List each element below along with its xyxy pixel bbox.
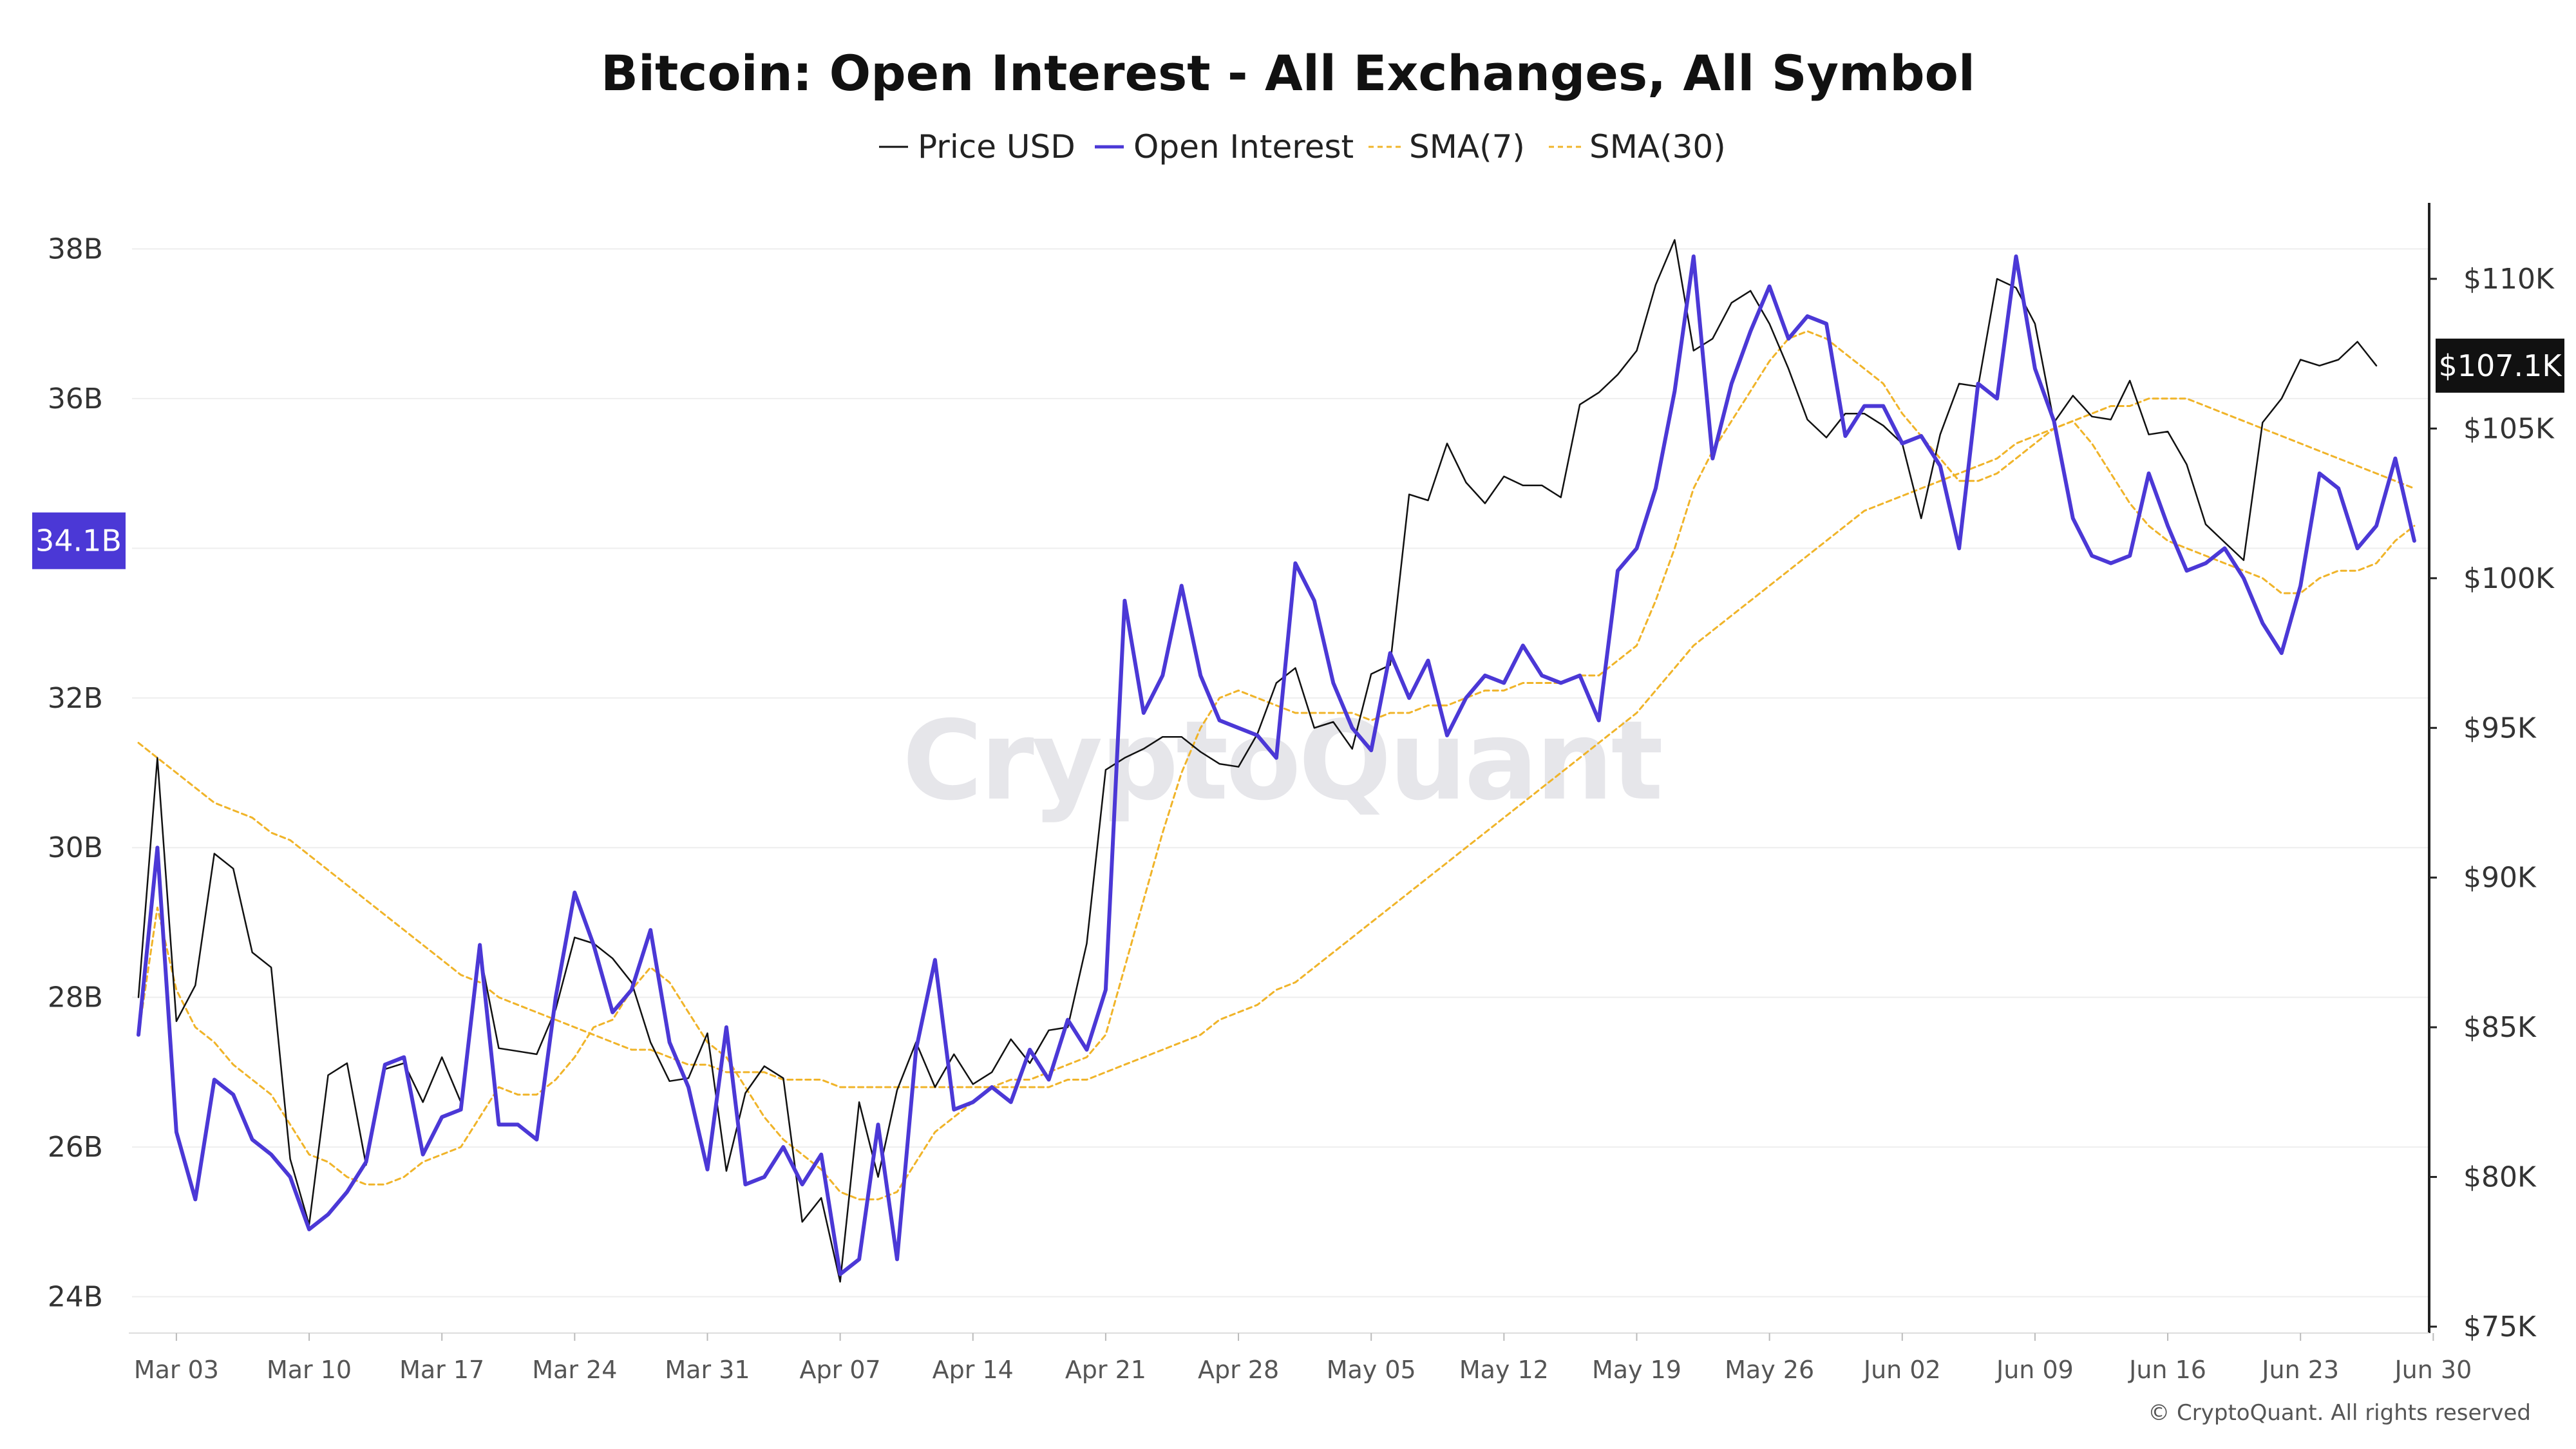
legend-item-open-interest[interactable]: Open Interest [1095, 128, 1354, 166]
legend-item-sma7[interactable]: SMA(7) [1368, 128, 1525, 166]
x-tick-label: Mar 31 [665, 1356, 750, 1384]
x-tick-label: Mar 17 [399, 1356, 484, 1384]
x-tick-label: Mar 03 [134, 1356, 219, 1384]
x-tick-label: May 26 [1725, 1356, 1814, 1384]
y-right-tick-label: $75K [2463, 1311, 2537, 1343]
y-left-tick-label: 38B [48, 232, 103, 265]
x-tick-label: Jun 02 [1862, 1356, 1941, 1384]
axes: 24B26B28B30B32B34B36B38B$75K$80K$85K$90K… [32, 203, 2564, 1384]
legend-label-open-interest: Open Interest [1133, 128, 1354, 166]
x-tick-label: Mar 10 [267, 1356, 352, 1384]
y-left-tick-label: 24B [48, 1281, 103, 1314]
x-tick-label: Mar 24 [532, 1356, 617, 1384]
y-right-tick-label: $105K [2463, 412, 2555, 445]
y-left-tick-label: 32B [48, 682, 103, 715]
legend-item-price[interactable]: Price USD [879, 128, 1075, 166]
y-right-tick-label: $90K [2463, 862, 2537, 895]
price-value-label: $107.1K [2438, 348, 2562, 383]
x-tick-label: Apr 07 [800, 1356, 881, 1384]
x-tick-label: May 12 [1459, 1356, 1549, 1384]
legend-label-price: Price USD [918, 128, 1075, 166]
y-left-tick-label: 30B [48, 831, 103, 864]
series-line-sma-30[interactable] [137, 397, 2416, 1088]
x-tick-label: May 05 [1327, 1356, 1416, 1384]
x-tick-label: Apr 14 [933, 1356, 1014, 1384]
x-tick-label: Jun 30 [2393, 1356, 2472, 1384]
y-right-tick-label: $100K [2463, 562, 2555, 595]
open-interest-value-label: 34.1B [35, 524, 122, 558]
y-left-tick-label: 36B [48, 383, 103, 415]
x-tick-label: May 19 [1592, 1356, 1681, 1384]
series-layer [137, 239, 2416, 1283]
y-right-tick-label: $95K [2463, 712, 2537, 744]
y-right-tick-label: $110K [2463, 263, 2555, 296]
legend-item-sma30[interactable]: SMA(30) [1549, 128, 1726, 166]
x-tick-label: Apr 28 [1198, 1356, 1279, 1384]
chart-title: Bitcoin: Open Interest - All Exchanges, … [601, 44, 1975, 102]
y-right-tick-label: $85K [2463, 1011, 2537, 1044]
price-value-flag: $107.1K [2436, 338, 2564, 393]
x-tick-label: Jun 16 [2128, 1356, 2206, 1384]
x-tick-label: Jun 09 [1995, 1356, 2074, 1384]
series-line-open-interest[interactable] [137, 254, 2416, 1276]
x-tick-label: Apr 21 [1065, 1356, 1146, 1384]
legend-label-sma30: SMA(30) [1589, 128, 1726, 166]
y-right-tick-label: $80K [2463, 1161, 2537, 1194]
grid [132, 248, 2429, 1298]
legend: Price USD Open Interest SMA(7) SMA(30) [879, 128, 1726, 166]
watermark: CryptoQuant [902, 697, 1661, 825]
legend-label-sma7: SMA(7) [1409, 128, 1525, 166]
copyright-text: © CryptoQuant. All rights reserved [2148, 1400, 2531, 1426]
y-left-tick-label: 26B [48, 1131, 103, 1164]
open-interest-value-flag: 34.1B [32, 512, 126, 569]
series-line-sma-7[interactable] [137, 330, 2416, 1200]
y-left-tick-label: 28B [48, 981, 103, 1014]
x-tick-label: Jun 23 [2260, 1356, 2339, 1384]
